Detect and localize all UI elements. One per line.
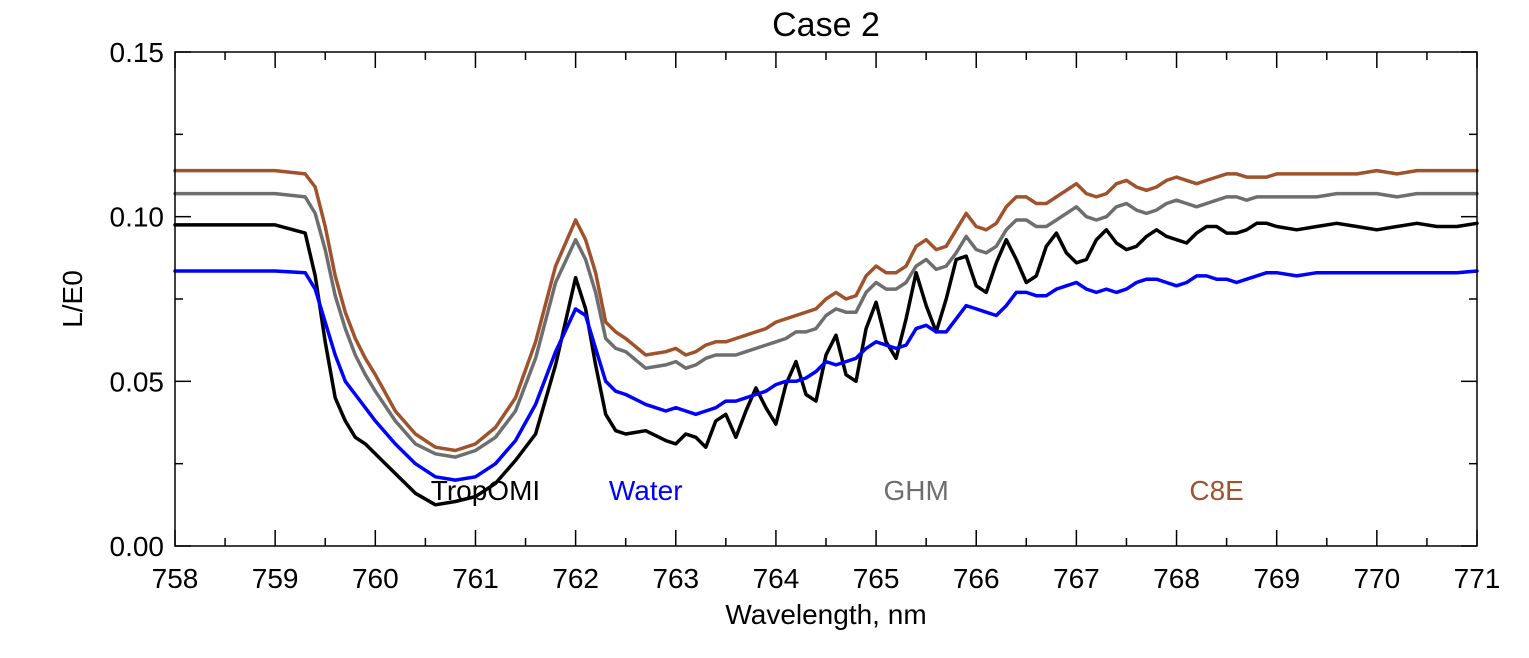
x-tick-label: 760 xyxy=(352,563,399,594)
y-axis-label: L/E0 xyxy=(57,270,88,328)
series-line-c8e xyxy=(173,168,1479,453)
y-tick-label: 0.10 xyxy=(110,202,165,233)
series-label-tropomi: TropOMI xyxy=(431,475,540,506)
x-tick-label: 769 xyxy=(1253,563,1300,594)
x-axis-ticks xyxy=(174,52,1478,546)
x-tick-label: 767 xyxy=(1053,563,1100,594)
x-tick-label: 758 xyxy=(152,563,199,594)
x-axis-tick-labels: 758 759 760 761 762 763 764 765 766 767 768 769 770 7… xyxy=(152,563,1501,594)
series-labels: TropOMI Water GHM C8E xyxy=(431,475,1244,506)
x-tick-label: 768 xyxy=(1153,563,1200,594)
x-tick-label: 762 xyxy=(552,563,599,594)
x-tick-label: 766 xyxy=(953,563,1000,594)
y-axis-tick-labels: 0.00 0.05 0.10 0.15 xyxy=(110,37,165,562)
x-tick-label: 764 xyxy=(753,563,800,594)
x-tick-label: 765 xyxy=(853,563,900,594)
x-tick-label: 761 xyxy=(452,563,499,594)
series-line-water xyxy=(173,269,1479,482)
y-tick-label: 0.15 xyxy=(110,37,165,68)
series-line-ghm xyxy=(173,191,1479,459)
series-label-c8e: C8E xyxy=(1189,475,1243,506)
series-line-tropomi xyxy=(173,221,1479,507)
x-axis-label: Wavelength, nm xyxy=(725,599,926,630)
plot-lines xyxy=(173,168,1479,507)
chart-title: Case 2 xyxy=(772,6,880,44)
x-tick-label: 770 xyxy=(1353,563,1400,594)
x-tick-label: 763 xyxy=(652,563,699,594)
y-tick-label: 0.05 xyxy=(110,366,165,397)
y-axis-ticks xyxy=(175,51,1477,547)
series-label-water: Water xyxy=(609,475,683,506)
x-tick-label: 771 xyxy=(1454,563,1501,594)
series-label-ghm: GHM xyxy=(883,475,948,506)
y-tick-label: 0.00 xyxy=(110,531,165,562)
x-tick-label: 759 xyxy=(252,563,299,594)
